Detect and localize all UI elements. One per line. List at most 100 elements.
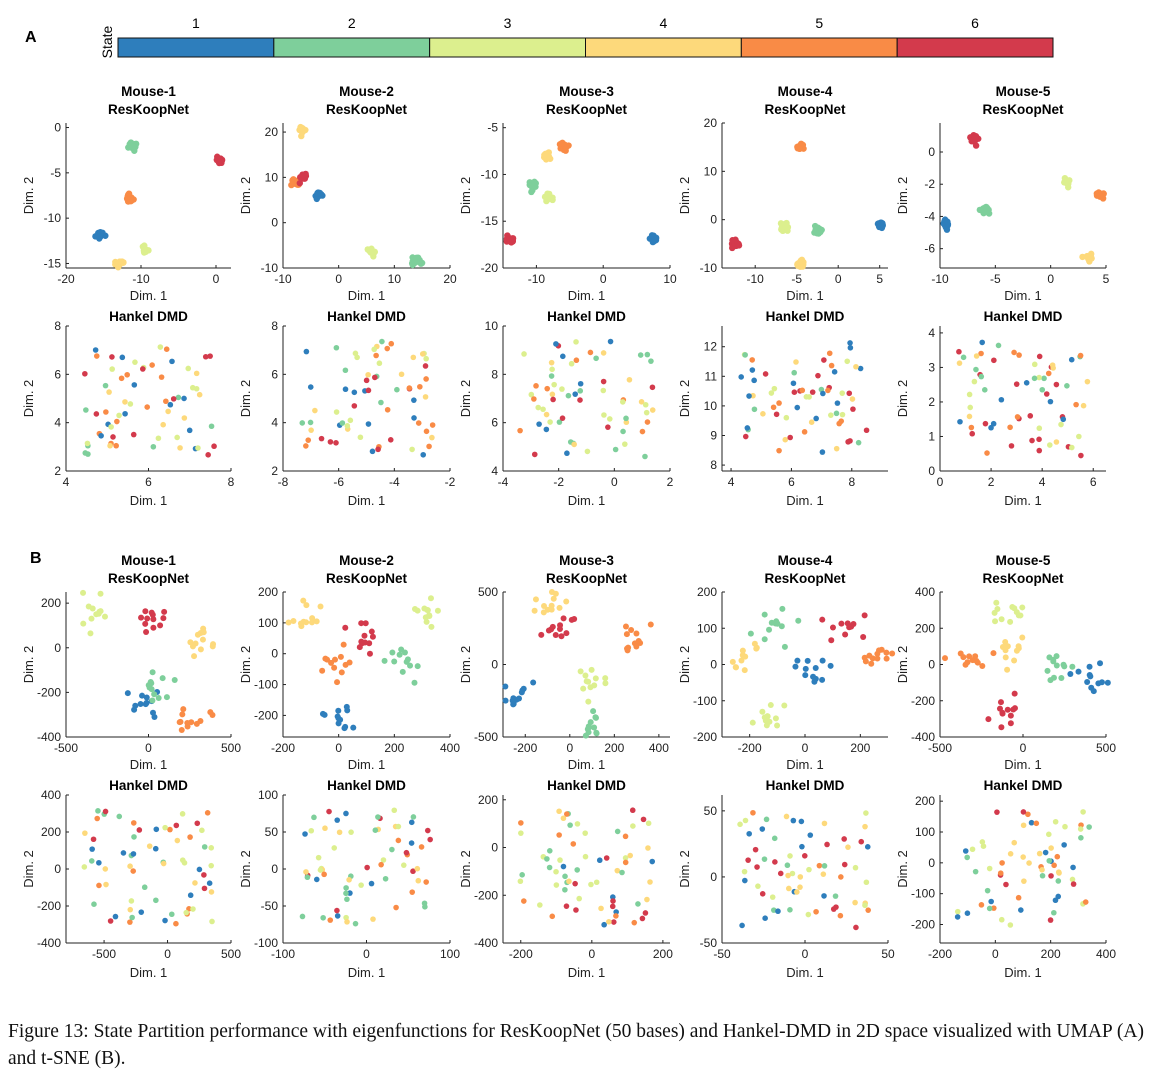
scatter-point [791, 389, 798, 395]
scatter-point [988, 424, 994, 431]
scatter-point [1015, 612, 1022, 619]
scatter-point [424, 607, 431, 614]
scatter-point [333, 440, 339, 446]
scatter-point [387, 437, 394, 443]
scatter-point [813, 230, 821, 237]
y-tick-label: 10 [704, 399, 718, 413]
scatter-point [399, 668, 406, 675]
scatter-point [820, 871, 827, 877]
scatter-point [1039, 386, 1046, 393]
scatter-point [844, 358, 851, 365]
scatter-point [144, 404, 151, 410]
scatter-b-mouse-4-hankel-dmd: -50 0 50 50 0 -50 Hankel DMD Dim. 1 Dim. 2 [677, 778, 895, 980]
scatter-point [510, 701, 517, 708]
scatter-point [318, 435, 325, 442]
y-tick-label: 0 [710, 870, 717, 884]
panel-label-b: B [30, 550, 42, 567]
state-colorbar: 1 2 3 4 5 6 [117, 15, 1054, 58]
scatter-point [201, 872, 207, 878]
scatter-point [209, 643, 216, 650]
plot-subtitle: ResKoopNet [764, 102, 846, 117]
x-tick-label: 6 [1090, 475, 1097, 489]
scatter-point [998, 916, 1005, 923]
x-tick-label: 2 [667, 475, 674, 489]
x-tick-label: -10 [132, 272, 150, 286]
scatter-point [968, 424, 975, 431]
x-tick-label: 50 [881, 947, 895, 961]
scatter-point [622, 855, 629, 861]
plot-title: Hankel DMD [984, 778, 1063, 793]
scatter-point [421, 900, 428, 907]
scatter-point [600, 378, 607, 385]
scatter-point [1061, 663, 1068, 670]
scatter-point [187, 639, 194, 646]
x-tick-label: -2 [553, 475, 564, 489]
x-tick-label: -5 [791, 272, 802, 286]
scatter-point [553, 341, 559, 347]
scatter-point [802, 665, 809, 672]
scatter-point [130, 820, 137, 826]
scatter-point [776, 400, 782, 406]
y-tick-label: 0 [928, 856, 935, 870]
scatter-point [159, 675, 166, 682]
scatter-point [976, 206, 984, 214]
scatter-point [411, 605, 418, 612]
scatter-point [384, 406, 391, 413]
scatter-point [521, 898, 527, 904]
scatter-point [628, 627, 635, 634]
scatter-point [802, 672, 809, 679]
x-tick-label: 0 [835, 272, 842, 286]
scatter-point [190, 906, 196, 912]
scatter-point [342, 624, 349, 631]
y-tick-label: 10 [704, 164, 718, 178]
scatter-point [553, 868, 559, 875]
scatter-point [635, 901, 641, 907]
state-label-3: 3 [504, 15, 512, 31]
scatter-point [619, 399, 626, 405]
scatter-point [177, 445, 183, 451]
scatter-point [543, 426, 550, 433]
scatter-point [384, 345, 391, 352]
scatter-point [841, 836, 847, 842]
state-color-3 [429, 37, 586, 58]
scatter-point [119, 354, 126, 361]
scatter-a-mouse-3-hankel-dmd: -4 -2 0 2 10 8 6 4 Hankel DMD Dim. 1 Dim. 2 [458, 309, 674, 508]
scatter-point [791, 369, 798, 376]
scatter-point [211, 443, 217, 450]
scatter-point [303, 869, 309, 875]
scatter-point [643, 409, 650, 416]
y-tick-label: 100 [697, 621, 717, 635]
scatter-point [815, 372, 821, 379]
scatter-point [1007, 851, 1014, 857]
scatter-point [845, 844, 851, 850]
scatter-point [556, 604, 563, 611]
scatter-point [347, 890, 353, 896]
plot-subtitle: ResKoopNet [982, 571, 1064, 586]
scatter-point [772, 859, 778, 865]
scatter-point [373, 352, 379, 359]
scatter-point [1068, 356, 1075, 363]
scatter-point [290, 618, 297, 625]
y-tick-label: 10 [265, 170, 279, 184]
scatter-point [771, 385, 778, 392]
y-tick-label: 0 [271, 862, 278, 876]
scatter-point [614, 828, 621, 835]
x-tick-label: -10 [274, 272, 292, 286]
scatter-point [972, 868, 979, 875]
scatter-point [321, 711, 328, 718]
x-tick-label: 4 [63, 475, 70, 489]
scatter-point [149, 362, 155, 368]
scatter-point [624, 645, 631, 652]
scatter-point [602, 680, 609, 687]
y-tick-label: -2 [924, 177, 935, 191]
plot-subtitle: ResKoopNet [982, 102, 1064, 117]
scatter-point [787, 434, 794, 441]
y-tick-label: -100 [254, 678, 278, 692]
scatter-point [128, 898, 135, 904]
scatter-point [403, 658, 410, 665]
scatter-point [751, 377, 757, 384]
scatter-point [1086, 663, 1093, 670]
scatter-point [1044, 667, 1051, 674]
scatter-point [752, 846, 759, 853]
scatter-point [635, 638, 642, 645]
